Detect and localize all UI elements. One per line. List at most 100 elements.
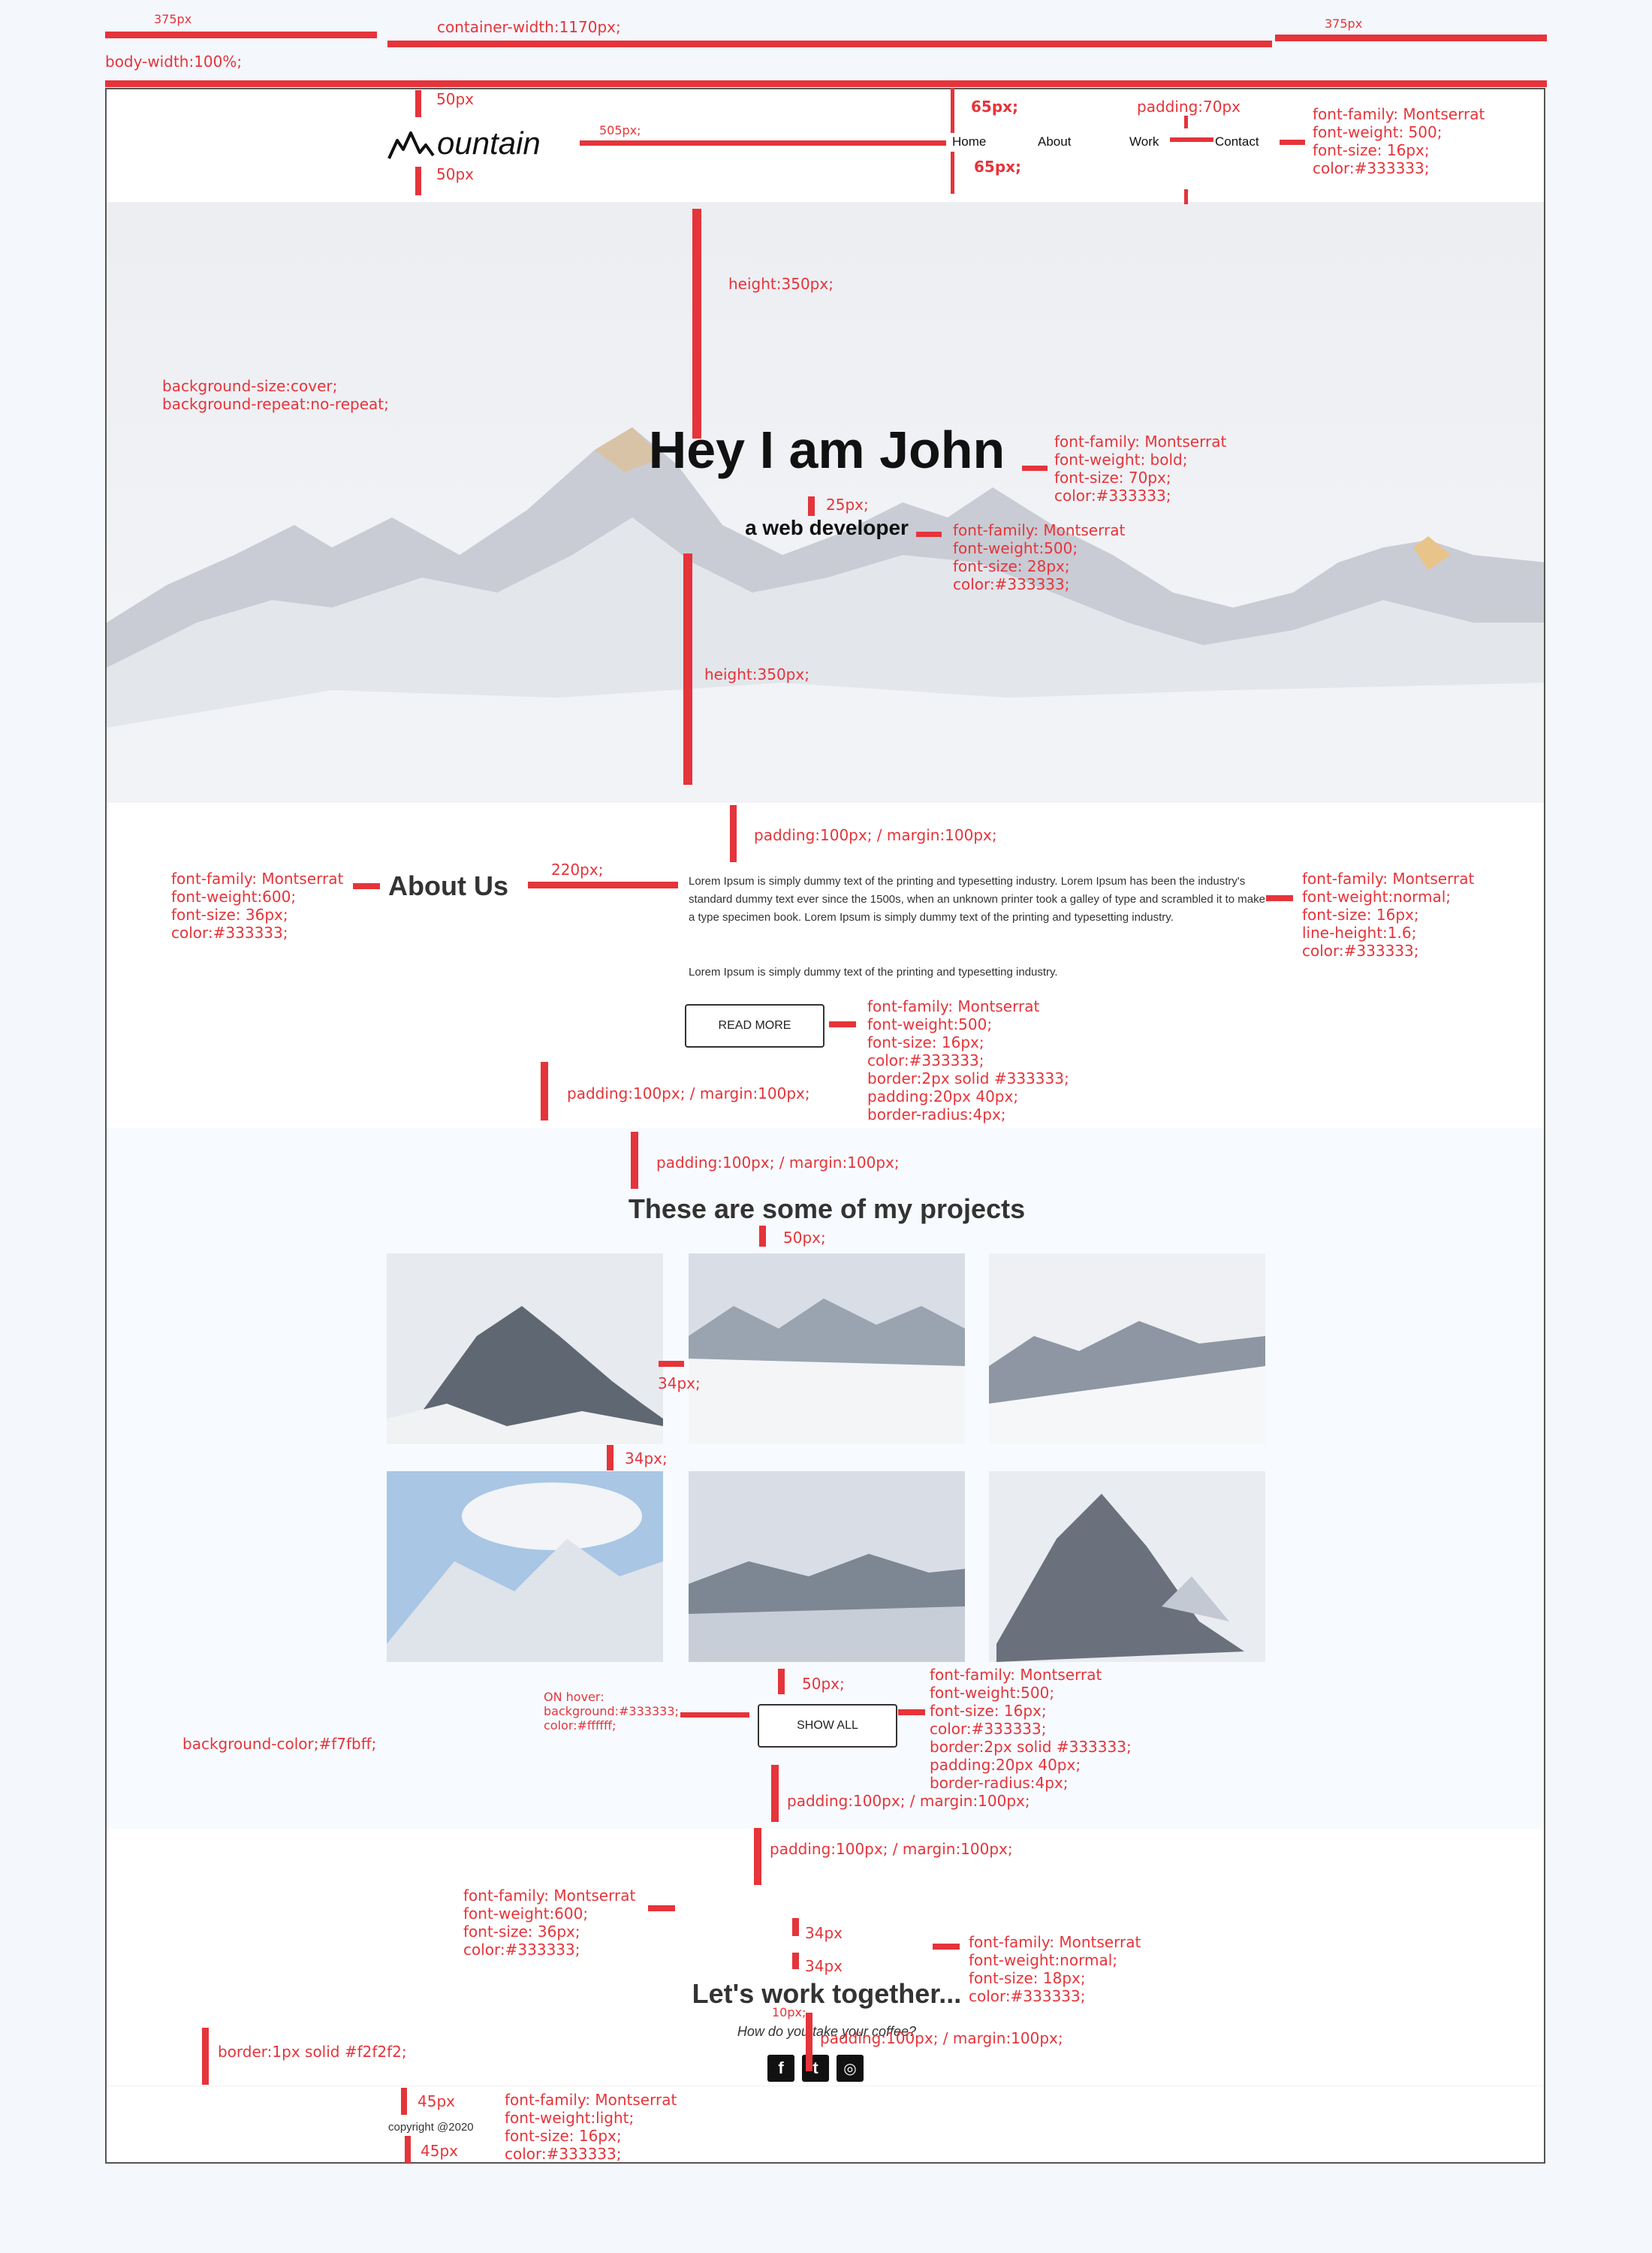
- project-tile-2[interactable]: [689, 1253, 965, 1444]
- ann-logo-top-bar: [415, 90, 421, 117]
- ann-projects-pad-top: padding:100px; / margin:100px;: [656, 1154, 900, 1172]
- ann-logo-nav-bar: [580, 140, 946, 146]
- ann-tagline-font: font-family: Montserrat font-weight:norm…: [969, 1933, 1141, 2005]
- nav-work[interactable]: Work: [1129, 134, 1159, 149]
- ann-tagline-bar: [933, 1944, 960, 1950]
- about-paragraph-1: Lorem Ipsum is simply dummy text of the …: [689, 875, 1265, 924]
- ann-about-pad-top-bar: [730, 805, 737, 862]
- project-image-2: [689, 1253, 965, 1444]
- nav-home[interactable]: Home: [952, 134, 987, 149]
- ann-hero-height-bottom: height:350px;: [704, 665, 809, 683]
- contact-tagline: How do you take your coffee?: [737, 2024, 917, 2039]
- side-width-right-bar: [1275, 35, 1547, 41]
- ann-projects-bg: background-color;#f7fbff;: [182, 1735, 377, 1753]
- side-width-left-bar: [105, 32, 377, 38]
- ann-grid-row-gap: 34px;: [625, 1449, 668, 1467]
- ann-about-gap-bar: [528, 882, 678, 888]
- ann-hero-bg: background-size:cover; background-repeat…: [162, 377, 389, 413]
- hero-mountain-image: [107, 202, 1544, 803]
- nav-about[interactable]: About: [1038, 134, 1072, 149]
- page-frame: ountain Home About Work Contact Hey I am…: [105, 88, 1545, 2164]
- side-width-left: 375px: [154, 12, 192, 26]
- about-heading: About Us: [388, 870, 508, 901]
- project-image-5: [689, 1471, 965, 1662]
- nav-contact[interactable]: Contact: [1215, 134, 1259, 149]
- ann-contact-pad-bottom-bar: [806, 2013, 812, 2071]
- ann-readmore-font: font-family: Montserrat font-weight:500;…: [867, 997, 1069, 1123]
- project-tile-3[interactable]: [989, 1253, 1265, 1444]
- ann-footer-bottom-bar: [405, 2136, 411, 2163]
- ann-projects-pad-top-bar: [631, 1132, 638, 1189]
- project-tile-4[interactable]: [387, 1471, 663, 1662]
- ann-grid-col-gap: 34px;: [658, 1374, 701, 1392]
- ann-projects-pad-bottom-bar: [771, 1765, 779, 1822]
- ann-footer-bottom: 45px: [421, 2142, 458, 2160]
- project-image-1: [387, 1253, 663, 1444]
- side-width-right: 375px: [1325, 17, 1363, 31]
- ann-about-text-font: font-family: Montserrat font-weight:norm…: [1302, 870, 1475, 960]
- ann-footer-top-bar: [401, 2088, 407, 2115]
- ann-footer-top: 45px: [418, 2092, 455, 2110]
- ann-hero-gap-bar: [808, 496, 815, 516]
- ann-hover-bar: [680, 1712, 749, 1718]
- mountain-logo-icon: [387, 131, 435, 159]
- ann-about-heading-font: font-family: Montserrat font-weight:600;…: [171, 870, 344, 942]
- project-image-6: [989, 1471, 1265, 1662]
- ann-hover-note: ON hover: background:#333333; color:#fff…: [544, 1690, 679, 1733]
- ann-grid-row-gap-bar: [607, 1445, 613, 1470]
- ann-about-heading-bar: [353, 883, 380, 889]
- ann-contact-heading-font: font-family: Montserrat font-weight:600;…: [463, 1887, 636, 1959]
- ann-nav-padding-tick: [1184, 116, 1188, 128]
- ann-about-pad-top: padding:100px; / margin:100px;: [754, 826, 997, 844]
- body-width-label: body-width:100%;: [105, 53, 243, 71]
- container-width-bar: [387, 41, 1272, 47]
- projects-heading: These are some of my projects: [628, 1193, 1026, 1224]
- ann-about-gap: 220px;: [551, 861, 604, 879]
- project-tile-6[interactable]: [989, 1471, 1265, 1662]
- ann-contact-gap2: 34px: [805, 1957, 843, 1975]
- ann-contact-heading-bar: [648, 1905, 675, 1911]
- ann-projects-heading-gap: 50px;: [783, 1229, 826, 1247]
- project-tile-5[interactable]: [689, 1471, 965, 1662]
- ann-footer-border: border:1px solid #f2f2f2;: [218, 2043, 407, 2061]
- project-image-4: [387, 1471, 663, 1662]
- ann-showall-bar: [898, 1709, 925, 1715]
- contact-heading: Let's work together...: [692, 1978, 962, 2009]
- hero-subtitle: a web developer: [745, 516, 909, 539]
- body-width-bar: [105, 80, 1547, 87]
- ann-social-gap: 10px;: [772, 2005, 806, 2019]
- ann-contact-gap2-bar: [792, 1953, 799, 1969]
- ann-hero-sub-font: font-family: Montserrat font-weight:500;…: [953, 521, 1126, 593]
- ann-hero-title-font: font-family: Montserrat font-weight: bol…: [1054, 433, 1227, 505]
- ann-projects-heading-gap-bar: [759, 1226, 766, 1247]
- logo[interactable]: [387, 127, 439, 161]
- ann-showall-gap: 50px;: [802, 1675, 845, 1693]
- facebook-icon[interactable]: f: [767, 2055, 794, 2082]
- ann-about-pad-bottom-bar: [541, 1062, 548, 1120]
- container-width-label: container-width:1170px;: [437, 18, 621, 36]
- ann-hero-sub-bar: [916, 532, 942, 537]
- ann-about-pad-bottom: padding:100px; / margin:100px;: [567, 1084, 810, 1102]
- ann-hero-height-top-bar: [692, 209, 701, 439]
- project-image-3: [989, 1253, 1265, 1444]
- ann-nav-padding: padding:70px: [1137, 98, 1241, 116]
- ann-nav-padding-bar: [1170, 137, 1213, 142]
- ann-nav-bottom-bar: [951, 152, 954, 194]
- ann-hero-height-bottom-bar: [683, 553, 692, 785]
- hero-banner: [107, 202, 1544, 803]
- about-paragraph-2: Lorem Ipsum is simply dummy text of the …: [689, 966, 1058, 979]
- ann-showall-font: font-family: Montserrat font-weight:500;…: [930, 1666, 1132, 1792]
- show-all-button[interactable]: SHOW ALL: [758, 1704, 897, 1748]
- read-more-button[interactable]: READ MORE: [685, 1004, 824, 1048]
- ann-footer-border-bar: [202, 2028, 209, 2085]
- ann-contact-pad-bottom: padding:100px; / margin:100px;: [820, 2029, 1063, 2047]
- ann-projects-pad-bottom: padding:100px; / margin:100px;: [787, 1792, 1030, 1810]
- ann-contact-pad-top-bar: [754, 1828, 761, 1885]
- ann-logo-bottom-bar: [415, 167, 421, 195]
- ann-nav-top-bar: [951, 88, 954, 133]
- project-tile-1[interactable]: [387, 1253, 663, 1444]
- instagram-icon[interactable]: ◎: [837, 2055, 864, 2082]
- ann-nav-font-bar: [1280, 140, 1305, 145]
- ann-nav-bottom: 65px;: [974, 158, 1022, 176]
- logo-text: ountain: [437, 125, 541, 161]
